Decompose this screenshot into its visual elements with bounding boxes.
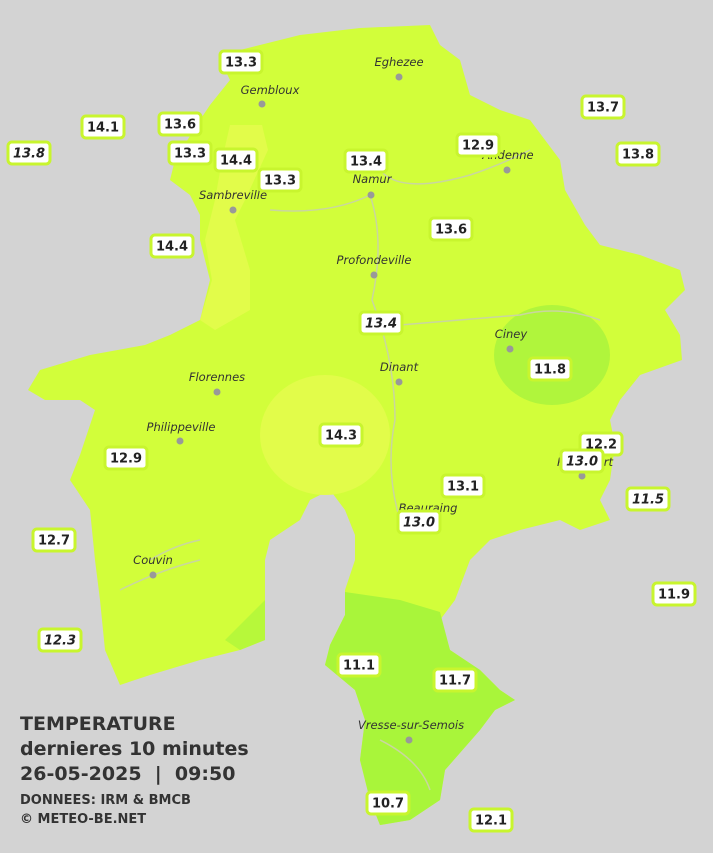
station-value: 14.4	[156, 240, 188, 255]
legend-credit: © METEO-BE.NET	[20, 812, 146, 827]
station-value: 10.7	[372, 797, 404, 812]
station-box	[527, 356, 573, 382]
city-dot	[367, 191, 375, 199]
station-box	[37, 627, 83, 653]
station-value: 12.9	[462, 139, 494, 154]
city-dot	[578, 472, 586, 480]
city-label: Ciney	[495, 327, 528, 341]
station-box	[455, 132, 501, 158]
station-box	[167, 140, 213, 166]
city-dot	[503, 166, 511, 174]
city-dot	[506, 345, 514, 353]
city-label: Couvin	[133, 553, 173, 567]
station-box	[468, 807, 514, 833]
station-value: 13.3	[264, 174, 296, 189]
city-dot	[405, 736, 413, 744]
station-box	[432, 667, 478, 693]
city-label: Gembloux	[241, 83, 300, 97]
station-value: 13.3	[225, 56, 257, 71]
city-dot	[176, 437, 184, 445]
city-label: Eghezee	[374, 55, 423, 69]
station-value: 11.5	[632, 493, 664, 508]
station-value: 13.1	[447, 480, 479, 495]
station-box	[149, 233, 195, 259]
station-box	[428, 216, 474, 242]
station-box	[80, 114, 126, 140]
station-box	[358, 310, 404, 336]
station-value: 13.3	[174, 147, 206, 162]
stations: 13.3 14.1 13.6 13.8 13.3 14.4 13.3 13.4 12.9 13.7…	[6, 49, 697, 833]
river	[119, 149, 601, 791]
station-box	[440, 473, 486, 499]
station-value: 13.8	[622, 148, 654, 163]
city-dot	[370, 271, 378, 279]
station-box	[396, 509, 442, 535]
station-value: 12.3	[44, 634, 76, 649]
station-box	[651, 581, 697, 607]
station-box	[559, 448, 605, 474]
station-value: 13.7	[587, 101, 619, 116]
legend-datetime: 26-05-2025 | 09:50	[20, 763, 235, 785]
legend-source: DONNEES: IRM & BMCB	[20, 793, 191, 808]
station-value: 12.1	[475, 814, 507, 829]
city-label: Profondeville	[337, 253, 412, 267]
station-value: 11.7	[439, 674, 471, 689]
station-value: 13.6	[164, 118, 196, 133]
station-value: 14.4	[220, 154, 252, 169]
station-value: 13.4	[365, 317, 397, 332]
station-box	[213, 147, 259, 173]
city-dot	[213, 388, 221, 396]
city-dot	[229, 206, 237, 214]
station-value: 11.1	[343, 659, 375, 674]
station-box	[580, 94, 626, 120]
cool-zone	[325, 592, 515, 825]
station-value: 14.3	[325, 429, 357, 444]
station-value: 14.1	[87, 121, 119, 136]
station-box	[318, 422, 364, 448]
warm-zone	[200, 125, 268, 330]
cool-zone	[225, 600, 265, 650]
station-value: 12.9	[110, 452, 142, 467]
legend-title: TEMPERATURE	[20, 713, 176, 735]
station-value: 13.0	[403, 516, 435, 531]
city-dot	[149, 571, 157, 579]
city-dot	[395, 73, 403, 81]
station-box	[336, 652, 382, 678]
legend-subtitle: dernieres 10 minutes	[20, 738, 249, 760]
city-dot	[395, 378, 403, 386]
station-value: 12.7	[38, 534, 70, 549]
station-box	[6, 140, 52, 166]
station-value: 13.4	[350, 155, 382, 170]
cool-zone	[494, 305, 610, 405]
city-label: Vresse-sur-Semois	[358, 718, 464, 732]
station-value: 11.9	[658, 588, 690, 603]
station-box	[218, 49, 264, 75]
station-value: 13.0	[566, 455, 598, 470]
city-dot	[258, 100, 266, 108]
station-value: 13.6	[435, 223, 467, 238]
station-box	[625, 486, 671, 512]
city-label: Sambreville	[199, 188, 267, 202]
station-box	[615, 141, 661, 167]
station-box	[31, 527, 77, 553]
station-value: 11.8	[534, 363, 566, 378]
station-box	[257, 167, 303, 193]
station-value: 13.8	[13, 147, 45, 162]
station-box	[343, 148, 389, 174]
city-label: Florennes	[189, 370, 245, 384]
city-label: Philippeville	[147, 420, 216, 434]
station-box	[365, 790, 411, 816]
city-label: Namur	[353, 172, 393, 186]
station-box	[157, 111, 203, 137]
city-label: Dinant	[380, 360, 419, 374]
station-box	[103, 445, 149, 471]
